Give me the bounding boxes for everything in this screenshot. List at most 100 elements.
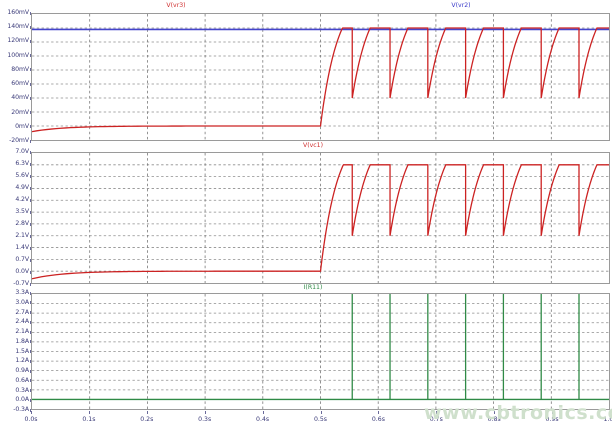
y-tick-label: -20mV <box>9 136 29 144</box>
panel-bottom: I(R11) 3.3A 3.0A 2.7A 2.4A 2.1A 1.8A 1.5A 1.2A 0… <box>0 284 612 428</box>
y-tick-mark <box>30 369 31 373</box>
y-tick-mark <box>30 68 31 72</box>
x-tick-mark <box>262 411 264 414</box>
y-tick-mark <box>30 162 31 166</box>
y-tick-mark <box>30 96 31 100</box>
y-tick-label: 160mV <box>7 8 29 16</box>
y-tick-label: 0mV <box>15 122 29 130</box>
y-tick-label: 7.0V <box>15 147 29 155</box>
y-tick-label: 120mV <box>7 37 29 45</box>
trace-line <box>32 27 609 133</box>
y-tick-mark <box>30 210 31 214</box>
y-tick-mark <box>30 301 31 305</box>
y-tick-mark <box>30 311 31 314</box>
y-tick-mark <box>30 359 31 363</box>
trace-line <box>32 164 609 280</box>
y-tick-mark <box>30 246 31 250</box>
y-tick-mark <box>30 25 31 29</box>
y-tick-label: 2.7A <box>15 308 29 316</box>
y-tick-label: 1.4V <box>15 243 29 251</box>
y-tick-label: 0.0V <box>15 267 29 275</box>
x-tick-label: 0.8s <box>487 416 501 423</box>
y-axis-middle: 7.0V 6.3V 5.6V 4.9V 4.2V 3.5V 2.8V 2.1V 1.4V 0.7V… <box>0 141 31 287</box>
x-tick-label: 1.0s <box>603 416 612 423</box>
plot-area-bottom <box>31 293 610 410</box>
x-tick-mark <box>320 411 322 414</box>
y-tick-label: 0.6A <box>15 376 29 384</box>
plot-area-top <box>31 13 610 141</box>
x-tick-mark <box>552 411 554 414</box>
y-tick-label: 3.0A <box>15 298 29 306</box>
plot-area-middle <box>31 152 610 284</box>
trace-group-bottom <box>32 294 609 409</box>
legend-vr2[interactable]: V(vr2) <box>451 2 471 9</box>
y-tick-mark <box>30 398 31 402</box>
y-tick-mark <box>30 291 31 295</box>
legend-ir11[interactable]: I(R11) <box>303 284 323 291</box>
y-tick-label: -0.7V <box>13 279 29 287</box>
y-tick-label: 0.0A <box>15 396 29 404</box>
y-tick-label: 6.3V <box>15 159 29 167</box>
y-tick-label: -0.3A <box>13 405 29 413</box>
legend-vr3[interactable]: V(vr3) <box>166 2 186 9</box>
x-tick-label: 0.0s <box>24 416 38 423</box>
y-tick-mark <box>30 379 31 383</box>
x-tick-label: 0.3s <box>198 416 212 423</box>
x-tick-label: 0.2s <box>140 416 154 423</box>
x-tick-label: 0.9s <box>545 416 559 423</box>
x-tick-mark <box>146 411 148 414</box>
y-tick-mark <box>30 174 31 178</box>
y-tick-label: 4.9V <box>15 183 29 191</box>
panel-top: V(vr3) V(vr2) 160mV 140mV 120mV 100mV 80mV 60… <box>0 0 612 150</box>
x-tick-label: 0.1s <box>82 416 96 423</box>
y-tick-label: 1.8A <box>15 337 29 345</box>
trace-group-top <box>32 14 609 140</box>
x-tick-mark <box>31 411 32 414</box>
y-tick-label: 20mV <box>11 108 29 116</box>
y-tick-mark <box>30 234 31 238</box>
y-tick-mark <box>30 139 31 143</box>
x-tick-mark <box>88 411 90 414</box>
panel-middle: V(vc1) 7.0V 6.3V 5.6V 4.9V 4.2V 3.5V 2.8V 2.1V 1… <box>0 141 612 287</box>
y-tick-label: 1.2A <box>15 357 29 365</box>
y-tick-mark <box>30 320 31 324</box>
y-tick-mark <box>30 270 31 274</box>
x-axis-labels: 0.0s 0.1s 0.2s 0.3s 0.4s 0.5s 0.6s 0.7s 0.8s 0.9s… <box>0 411 612 425</box>
x-tick-mark <box>436 411 438 414</box>
y-tick-mark <box>30 408 31 412</box>
y-tick-label: 40mV <box>11 94 29 102</box>
y-tick-label: 0.3A <box>15 386 29 394</box>
y-tick-mark <box>30 82 31 86</box>
y-tick-label: 100mV <box>7 51 29 59</box>
y-tick-mark <box>30 39 31 43</box>
y-tick-mark <box>30 198 31 202</box>
x-tick-label: 0.4s <box>256 416 270 423</box>
y-tick-label: 4.2V <box>15 195 29 203</box>
x-tick-mark <box>494 411 496 414</box>
y-tick-label: 80mV <box>11 65 29 73</box>
legend-vc1[interactable]: V(vc1) <box>302 142 324 149</box>
y-tick-label: 1.5A <box>15 347 29 355</box>
y-tick-label: 2.8V <box>15 219 29 227</box>
y-tick-mark <box>30 282 31 286</box>
x-tick-mark <box>610 411 611 414</box>
y-tick-label: 0.7V <box>15 255 29 263</box>
x-tick-mark <box>378 411 380 414</box>
y-tick-label: 2.4A <box>15 318 29 326</box>
y-tick-label: 3.3A <box>15 288 29 296</box>
x-tick-label: 0.5s <box>313 416 328 423</box>
y-tick-mark <box>30 389 31 392</box>
y-axis-top: 160mV 140mV 120mV 100mV 80mV 60mV 40mV 20mV 0mV -… <box>0 0 31 150</box>
y-tick-label: 60mV <box>11 80 29 88</box>
y-tick-mark <box>30 54 31 58</box>
y-tick-label: 3.5V <box>15 207 29 215</box>
y-tick-label: 5.6V <box>15 171 29 179</box>
y-tick-label: 2.1V <box>15 231 29 239</box>
y-tick-mark <box>30 11 31 15</box>
y-tick-label: 2.1A <box>15 327 29 335</box>
y-tick-mark <box>30 340 31 344</box>
y-tick-mark <box>30 330 31 334</box>
y-tick-mark <box>30 150 31 154</box>
y-tick-mark <box>30 222 31 226</box>
